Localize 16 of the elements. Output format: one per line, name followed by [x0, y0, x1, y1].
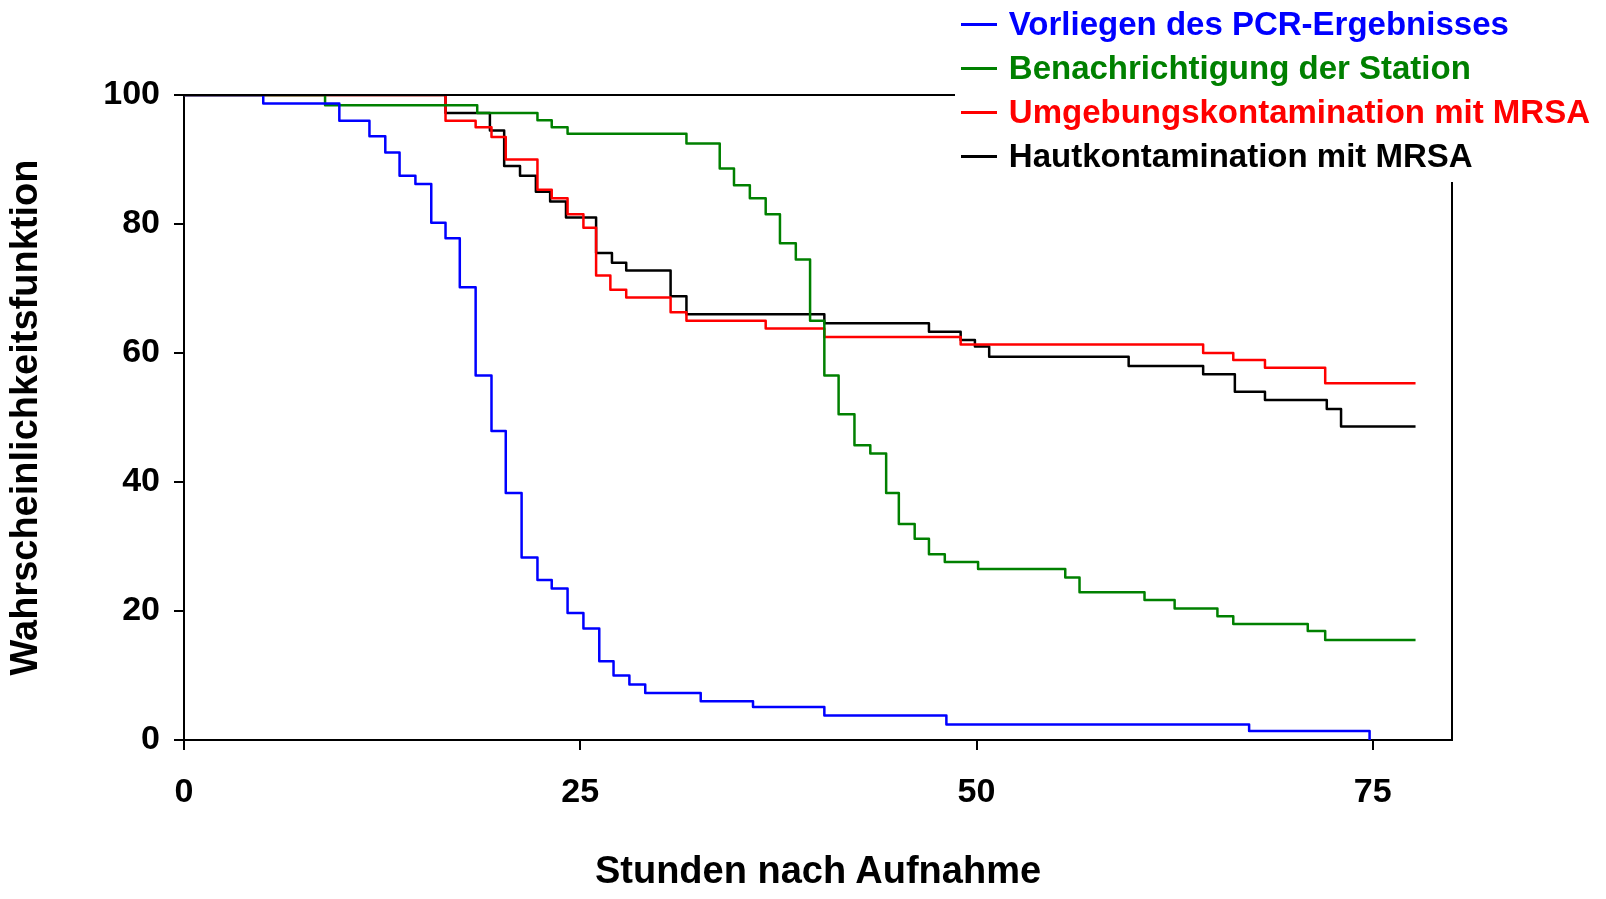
y-tick-label: 100	[103, 73, 160, 112]
y-tick-label: 20	[122, 589, 160, 628]
x-tick-label: 25	[561, 770, 600, 809]
legend-label: Umgebungskontamination mit MRSA	[1008, 93, 1590, 131]
y-tick-label: 0	[141, 718, 160, 757]
y-tick-label: 40	[122, 460, 160, 499]
legend-label: Benachrichtigung der Station	[1008, 49, 1471, 87]
legend-label: Vorliegen des PCR-Ergebnisses	[1008, 5, 1509, 43]
x-tick-label: 75	[1353, 770, 1392, 809]
x-axis-title: Stunden nach Aufnahme	[594, 848, 1042, 891]
x-tick-label: 50	[957, 770, 996, 809]
y-tick-label: 60	[122, 331, 160, 370]
y-axis-title: Wahrscheinlichkeitsfunktion	[3, 159, 46, 676]
y-tick-label: 80	[122, 202, 160, 241]
legend-label: Hautkontamination mit MRSA	[1008, 137, 1473, 175]
x-tick-label: 0	[174, 770, 194, 809]
